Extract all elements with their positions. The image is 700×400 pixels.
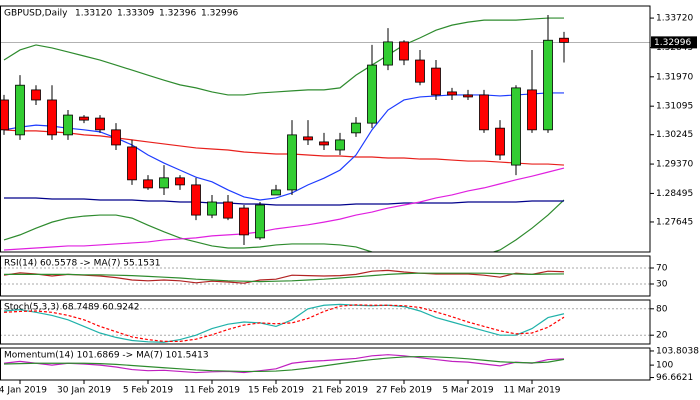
ohlc-label: 1.33120 bbox=[75, 9, 112, 19]
candle-body bbox=[0, 99, 9, 131]
x-tick-label: 15 Feb 2019 bbox=[248, 386, 304, 396]
plot bbox=[0, 15, 650, 252]
ohlc-label: 1.33309 bbox=[117, 9, 154, 19]
candle-body bbox=[431, 67, 441, 96]
candle-body bbox=[415, 59, 425, 83]
y-tick-label: 1.30245 bbox=[656, 130, 693, 140]
candle-body bbox=[31, 89, 41, 101]
candle-body bbox=[47, 99, 57, 136]
candle-body bbox=[479, 94, 489, 131]
price-label: 1.32996 bbox=[654, 38, 691, 48]
candle-body bbox=[239, 207, 249, 236]
candle-body bbox=[95, 117, 105, 131]
candle-body bbox=[191, 184, 201, 216]
panel-frame bbox=[0, 5, 651, 253]
plot bbox=[3, 354, 565, 374]
indicator-title: RSI(14) 60.5578 -> MA(7) 55.1531 bbox=[4, 259, 160, 269]
x-tick-label: 11 Mar 2019 bbox=[503, 386, 560, 396]
candle-body bbox=[511, 87, 521, 166]
panel-frame bbox=[0, 255, 651, 297]
candle-body bbox=[383, 41, 393, 66]
x-tick-label: 27 Feb 2019 bbox=[376, 386, 432, 396]
indicator-line bbox=[3, 199, 565, 252]
x-tick-label: 5 Feb 2019 bbox=[123, 386, 174, 396]
indicator-line bbox=[3, 167, 565, 251]
y-tick-label: 1.31095 bbox=[656, 102, 693, 112]
y-tick-label: 30 bbox=[656, 280, 668, 290]
y-tick-label: 103.8038 bbox=[656, 346, 699, 356]
y-tick-label: 100 bbox=[656, 361, 673, 371]
candle-body bbox=[143, 179, 153, 189]
panel-frame bbox=[0, 347, 651, 381]
plot bbox=[3, 269, 565, 284]
candle-body bbox=[319, 141, 329, 146]
indicator-line bbox=[4, 197, 564, 206]
indicator-title: Stoch(5,3,3) 68.7489 60.9242 bbox=[4, 303, 139, 313]
candle-body bbox=[159, 177, 169, 189]
y-tick-label: 1.33720 bbox=[656, 14, 693, 24]
candle-body bbox=[127, 146, 137, 181]
candle-body bbox=[287, 134, 297, 191]
candle-body bbox=[271, 189, 281, 196]
y-tick-label: 1.29370 bbox=[656, 160, 693, 170]
candle-body bbox=[335, 139, 345, 151]
indicator-line bbox=[3, 304, 565, 342]
candle-body bbox=[175, 177, 185, 186]
indicator-line bbox=[3, 17, 564, 96]
candle-body bbox=[79, 116, 89, 121]
price-label-box bbox=[651, 36, 697, 49]
candle-body bbox=[63, 114, 73, 136]
plot bbox=[3, 303, 565, 343]
ohlc-label: 1.32996 bbox=[201, 9, 238, 19]
ohlc-label: 1.32396 bbox=[159, 9, 196, 19]
indicator-title: Momentum(14) 101.6869 -> MA(7) 101.5413 bbox=[4, 351, 209, 361]
indicator-line bbox=[3, 354, 565, 374]
candle-body bbox=[463, 94, 473, 98]
y-tick-label: 1.27645 bbox=[656, 217, 693, 227]
y-tick-label: 96.6621 bbox=[656, 373, 693, 383]
chart-title: GBPUSD,Daily bbox=[4, 9, 68, 19]
y-tick-label: 70 bbox=[656, 264, 668, 274]
candle-body bbox=[367, 64, 377, 124]
y-tick-label: 1.31970 bbox=[656, 72, 693, 82]
candle-body bbox=[527, 89, 537, 131]
y-tick-label: 80 bbox=[656, 304, 668, 314]
candle-body bbox=[303, 136, 313, 141]
x-tick-label: 5 Mar 2019 bbox=[442, 386, 494, 396]
candle-body bbox=[495, 127, 505, 156]
candle-body bbox=[207, 201, 217, 216]
candle-body bbox=[111, 129, 121, 146]
indicator-line bbox=[3, 129, 565, 166]
x-tick-label: 21 Feb 2019 bbox=[312, 386, 368, 396]
y-tick-label: 20 bbox=[656, 331, 668, 341]
candle-body bbox=[223, 201, 233, 219]
candle-body bbox=[15, 84, 25, 136]
x-tick-label: 24 Jan 2019 bbox=[0, 386, 47, 396]
indicator-line bbox=[4, 272, 565, 283]
candle-body bbox=[447, 91, 457, 96]
candle-body bbox=[399, 41, 409, 61]
indicator-line bbox=[3, 355, 565, 373]
candle-body bbox=[559, 37, 569, 43]
x-tick-label: 30 Jan 2019 bbox=[57, 386, 111, 396]
x-tick-label: 11 Feb 2019 bbox=[184, 386, 240, 396]
panel-frame bbox=[0, 299, 651, 345]
candle-body bbox=[351, 122, 361, 134]
indicator-line bbox=[3, 269, 565, 284]
candle-body bbox=[255, 204, 265, 239]
y-tick-label: 1.28495 bbox=[656, 189, 693, 199]
candle-body bbox=[543, 39, 553, 131]
